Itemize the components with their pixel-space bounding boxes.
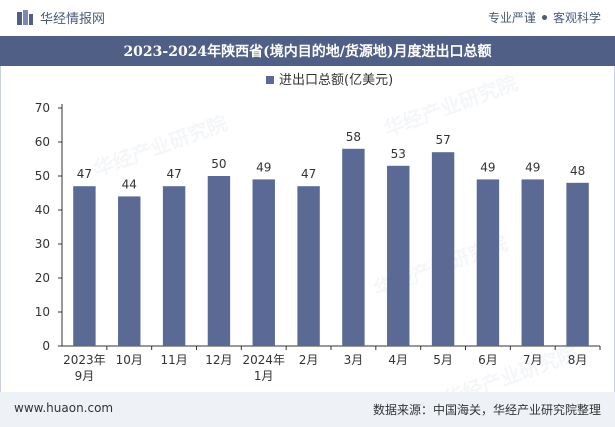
bar — [162, 186, 186, 346]
brand-logo-icon — [16, 9, 34, 27]
x-tick-label: 2024年 — [242, 353, 285, 367]
data-label: 44 — [122, 177, 137, 191]
data-label: 49 — [256, 160, 271, 174]
y-tick-label: 0 — [42, 339, 50, 353]
tagline: 专业严谨 客观科学 — [488, 9, 601, 26]
bar — [387, 165, 410, 346]
bar — [476, 179, 500, 346]
bar — [252, 179, 275, 346]
x-tick-label: 11月 — [160, 353, 187, 367]
y-tick-label: 10 — [35, 305, 50, 319]
chart-title: 2023-2024年陕西省(境内目的地/货源地)月度进出口总额 — [0, 36, 615, 66]
bar — [521, 179, 544, 346]
x-tick-label: 12月 — [205, 353, 232, 367]
data-label: 47 — [166, 167, 181, 181]
bar — [207, 176, 231, 346]
brand[interactable]: 华经情报网 — [16, 8, 105, 27]
x-tick-label: 2023年 — [63, 353, 106, 367]
footer-source: 数据来源：中国海关，华经产业研究院整理 — [372, 403, 601, 417]
bar — [342, 148, 365, 346]
x-tick-label: 9月 — [75, 369, 95, 383]
top-bar: 华经情报网 专业严谨 客观科学 — [0, 0, 615, 36]
brand-name: 华经情报网 — [40, 12, 106, 27]
y-tick-label: 60 — [35, 135, 50, 149]
bar-chart: 进出口总额(亿美元) 0 10 20 30 40 50 60 70 47 2023年 9月 44 10月 4… — [35, 73, 601, 383]
bar — [566, 182, 589, 346]
x-tick-label: 5月 — [433, 353, 453, 367]
y-tick-label: 30 — [35, 237, 50, 251]
x-tick-label: 6月 — [478, 353, 498, 367]
data-label: 49 — [480, 160, 495, 174]
x-tick-label: 10月 — [116, 353, 143, 367]
tagline-right: 客观科学 — [552, 11, 601, 25]
data-label: 57 — [435, 133, 450, 147]
data-label: 58 — [346, 130, 361, 144]
legend-swatch — [266, 76, 274, 84]
x-tick-label: 2月 — [299, 353, 319, 367]
x-tick-label: 3月 — [344, 353, 364, 367]
data-label: 49 — [525, 160, 540, 174]
x-tick-label: 1月 — [254, 369, 274, 383]
y-tick-label: 40 — [35, 203, 50, 217]
data-label: 47 — [77, 167, 92, 181]
x-tick-label: 7月 — [523, 353, 543, 367]
y-tick-label: 50 — [35, 169, 50, 183]
data-label: 47 — [301, 167, 316, 181]
bar — [73, 186, 96, 346]
legend-label: 进出口总额(亿美元) — [279, 73, 393, 88]
y-tick-label: 70 — [35, 101, 50, 115]
y-tick-label: 20 — [35, 271, 50, 285]
footer-website-link[interactable]: www.huaon.com — [14, 401, 114, 415]
x-tick-label: 4月 — [388, 353, 408, 367]
bullet-icon — [541, 15, 547, 20]
footer: www.huaon.com 数据来源：中国海关，华经产业研究院整理 — [0, 392, 615, 427]
data-label: 50 — [211, 157, 226, 171]
tagline-left: 专业严谨 — [487, 11, 536, 25]
bar — [431, 152, 455, 346]
data-label: 48 — [570, 164, 585, 178]
bar — [297, 186, 320, 346]
bar — [118, 196, 141, 346]
data-label: 53 — [391, 147, 406, 161]
x-tick-label: 8月 — [568, 353, 588, 367]
